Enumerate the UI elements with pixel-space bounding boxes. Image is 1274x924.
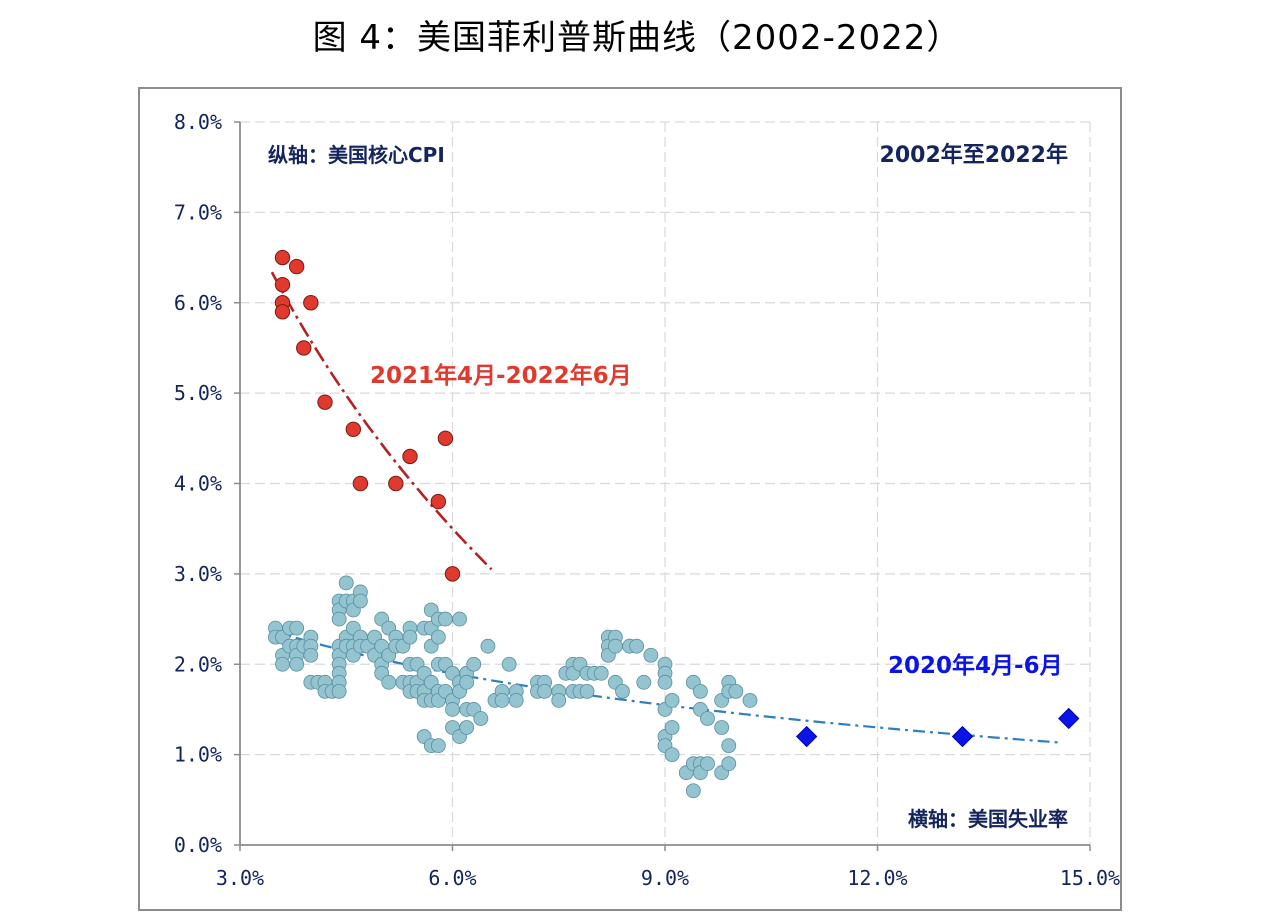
x-axis-label: 横轴：美国失业率 — [908, 807, 1068, 831]
x-tick-label: 6.0% — [428, 866, 476, 890]
point-2021-2022 — [296, 340, 312, 356]
point-2002-2021 — [700, 711, 715, 726]
point-2002-2021 — [615, 683, 630, 699]
point-2002-2021 — [473, 711, 489, 726]
x-tick-label: 3.0% — [216, 866, 264, 890]
x-tick-label: 15.0% — [1060, 866, 1120, 890]
chart-frame — [138, 87, 1122, 911]
data-points — [268, 249, 1080, 799]
point-2002-2021 — [721, 738, 737, 753]
point-2021-2022 — [388, 475, 404, 492]
period-annotation: 2002年至2022年 — [880, 142, 1068, 168]
point-2021-2022 — [444, 566, 461, 582]
recent-period-annotation: 2021年4月-2022年6月 — [370, 362, 632, 389]
y-tick-label: 3.0% — [174, 562, 222, 586]
point-2021-2022 — [288, 258, 305, 275]
y-tick-label: 2.0% — [174, 652, 222, 676]
point-2002-2021 — [537, 683, 552, 699]
axes — [234, 121, 1091, 851]
point-2021-2022 — [303, 295, 319, 311]
point-2002-2021 — [608, 638, 623, 654]
point-2002-2021 — [629, 638, 645, 654]
point-2020-covid — [951, 725, 974, 748]
point-2002-2021 — [685, 783, 701, 799]
page-title: 图 4：美国菲利普斯曲线（2002-2022） — [312, 18, 962, 58]
point-2002-2021 — [459, 720, 475, 735]
point-2002-2021 — [728, 683, 744, 699]
point-2002-2021 — [714, 720, 730, 735]
point-2002-2021 — [508, 693, 524, 708]
point-2021-2022 — [437, 430, 454, 447]
point-2002-2021 — [721, 756, 737, 772]
y-tick-label: 0.0% — [174, 833, 222, 857]
point-2002-2021 — [331, 611, 347, 627]
y-tick-label: 7.0% — [174, 200, 222, 224]
point-2002-2021 — [643, 647, 659, 663]
y-axis-label: 纵轴：美国核心CPI — [268, 143, 445, 167]
point-2002-2021 — [579, 683, 595, 699]
point-2002-2021 — [430, 738, 446, 753]
point-2002-2021 — [381, 674, 397, 690]
point-2002-2021 — [338, 575, 354, 591]
y-tick-label: 5.0% — [174, 381, 222, 405]
y-tick-label: 1.0% — [174, 743, 222, 767]
point-2002-2021 — [353, 593, 368, 609]
y-tick-label: 4.0% — [174, 472, 222, 496]
y-tick-label: 8.0% — [174, 110, 222, 134]
point-2021-2022 — [274, 276, 291, 293]
point-2002-2021 — [303, 647, 319, 663]
point-2002-2021 — [480, 638, 496, 654]
point-2002-2021 — [693, 683, 708, 699]
point-2002-2021 — [664, 693, 680, 708]
covid-period-annotation: 2020年4月-6月 — [888, 652, 1063, 679]
point-2002-2021 — [494, 693, 510, 708]
point-2002-2021 — [657, 674, 673, 690]
point-2002-2021 — [700, 756, 715, 772]
x-tick-label: 9.0% — [641, 866, 689, 890]
point-2002-2021 — [402, 629, 418, 645]
y-tick-label: 6.0% — [174, 291, 222, 315]
point-2002-2021 — [331, 683, 347, 699]
point-2020-covid — [795, 725, 818, 748]
point-2021-2022 — [274, 304, 291, 320]
point-2021-2022 — [317, 394, 333, 410]
point-2002-2021 — [501, 656, 517, 672]
point-2002-2021 — [593, 665, 609, 681]
trendline-2021-2022 — [270, 271, 493, 571]
point-2002-2021 — [636, 674, 652, 690]
point-2002-2021 — [275, 656, 290, 672]
point-2002-2021 — [459, 674, 475, 690]
point-2002-2021 — [742, 693, 758, 708]
point-2002-2021 — [452, 611, 467, 627]
point-2002-2021 — [466, 656, 482, 672]
point-2002-2021 — [664, 720, 680, 735]
point-2021-2022 — [352, 475, 369, 492]
point-2002-2021 — [289, 620, 305, 636]
point-2021-2022 — [274, 249, 291, 266]
point-2002-2021 — [664, 747, 680, 763]
x-tick-label: 12.0% — [847, 866, 907, 890]
tick-labels: 0.0% 1.0% 2.0% 3.0% 4.0% 5.0% 6.0% 7.0% 8.0% 3.0%… — [174, 110, 1120, 890]
point-2020-covid — [1058, 707, 1080, 730]
point-2021-2022 — [345, 421, 362, 437]
point-2002-2021 — [445, 702, 460, 717]
point-2002-2021 — [551, 693, 567, 708]
point-2002-2021 — [289, 656, 305, 672]
point-2002-2021 — [430, 629, 446, 645]
point-2002-2021 — [438, 611, 453, 627]
point-2021-2022 — [430, 493, 447, 510]
point-2021-2022 — [402, 448, 418, 465]
